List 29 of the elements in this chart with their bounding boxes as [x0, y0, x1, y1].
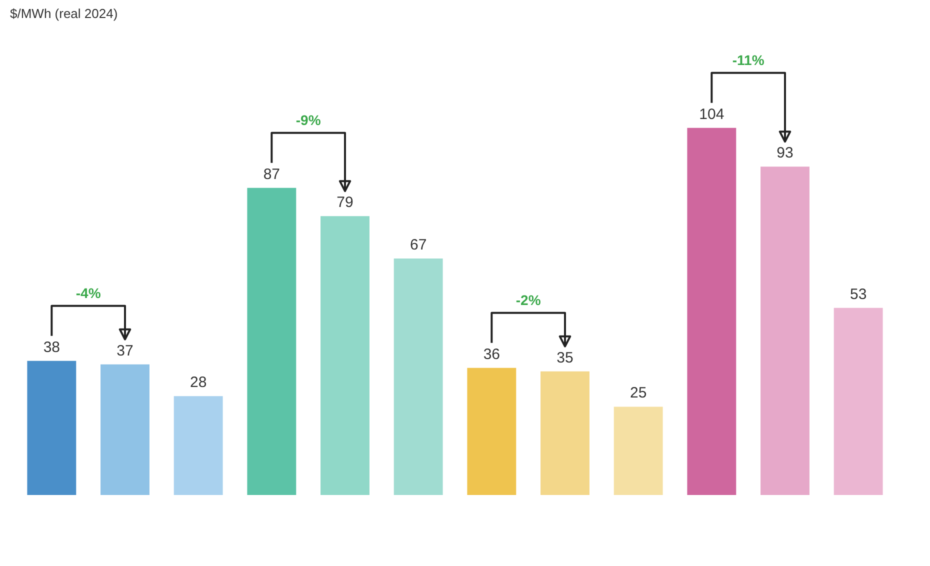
data-label: 28	[190, 374, 207, 392]
annotation: -2%	[516, 292, 542, 308]
bar	[834, 308, 883, 495]
bar	[687, 128, 736, 495]
data-label: 53	[850, 286, 867, 303]
annotation: -9%	[296, 112, 322, 128]
bar	[540, 371, 590, 495]
data-label: 67	[410, 236, 427, 254]
bar	[614, 406, 663, 495]
data-label: 36	[483, 346, 500, 363]
bar	[467, 368, 516, 495]
data-label: 87	[263, 166, 280, 183]
bar	[27, 360, 76, 495]
bar	[320, 216, 370, 495]
text: -11%	[732, 52, 765, 68]
bar	[174, 396, 223, 495]
data-label: 25	[630, 384, 647, 402]
data-label: 35	[556, 349, 574, 366]
data-label: 79	[336, 194, 354, 212]
bar	[247, 188, 296, 495]
data-label: 37	[116, 342, 134, 360]
data-label: 93	[776, 144, 794, 162]
data-label: 38	[43, 338, 60, 356]
bar	[394, 258, 443, 495]
bar	[100, 364, 150, 495]
annotation: -4%	[76, 284, 102, 301]
bar	[760, 166, 810, 495]
text: $/MWh (real 2024)	[10, 6, 118, 21]
data-label: 104	[699, 106, 724, 123]
